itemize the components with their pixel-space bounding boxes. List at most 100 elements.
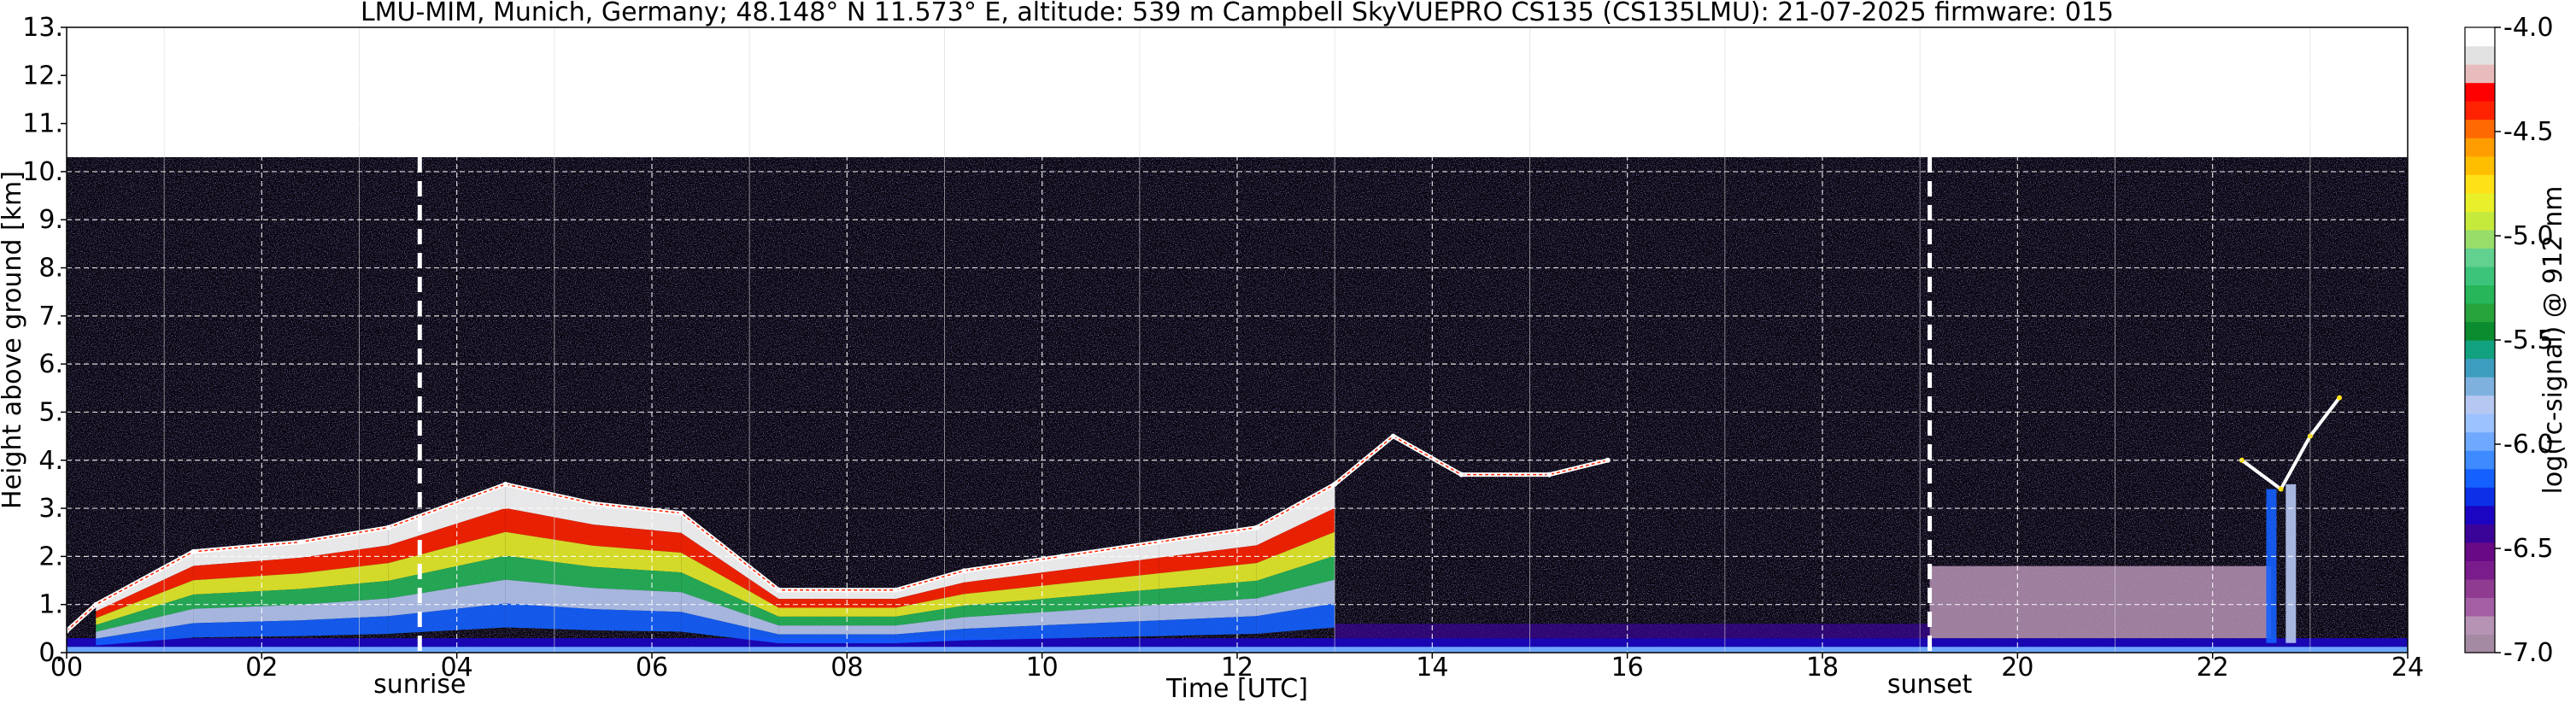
cloud-column — [964, 556, 1062, 583]
cloud-column — [778, 616, 896, 626]
cloud-column — [778, 599, 896, 608]
cloud-column — [193, 620, 301, 638]
colorbar-segment — [2465, 377, 2495, 396]
cloud-column — [1159, 527, 1257, 558]
cloud-column — [96, 608, 194, 639]
y-tick-label: 2. — [38, 542, 63, 571]
colorbar-segment — [2465, 192, 2495, 212]
colorbar-segment — [2465, 27, 2495, 47]
cloud-base-point — [502, 481, 508, 487]
cloud-column — [505, 555, 594, 589]
cloud-column — [96, 565, 194, 618]
y-tick-label: 4. — [38, 446, 63, 476]
cloud-column — [1256, 579, 1335, 617]
cloud-base-point — [678, 510, 684, 516]
colorbar-tick-label: -4.0 — [2503, 13, 2554, 43]
cloud-column — [895, 582, 965, 608]
cloud-base-point — [1546, 472, 1552, 478]
cloud-column — [193, 589, 301, 609]
cloud-column — [1159, 563, 1257, 589]
colorbar-segment — [2465, 505, 2495, 524]
cloud-column — [778, 625, 896, 635]
cloud-column — [301, 616, 389, 636]
colorbar-segment — [2465, 64, 2495, 84]
cloud-column — [193, 573, 301, 595]
cloud-column — [593, 588, 682, 612]
cloud-column — [1159, 545, 1257, 574]
colorbar-segment — [2465, 615, 2495, 636]
cloud-column — [1256, 507, 1335, 564]
annotation-lines — [417, 157, 1933, 653]
x-tick-label: 06 — [636, 653, 668, 683]
cloud-base-point — [1253, 524, 1259, 530]
cloud-column — [895, 617, 965, 635]
y-tick-label: 7. — [38, 302, 63, 331]
cloud-column — [964, 583, 1062, 606]
colorbar-segment — [2465, 82, 2495, 102]
y-tick-label: 8. — [38, 254, 63, 284]
cloud-column — [593, 566, 682, 593]
cloud-column — [301, 580, 389, 605]
late-cloud-line — [2240, 396, 2341, 492]
colorbar-segment — [2465, 302, 2495, 323]
cloud-column — [681, 572, 779, 626]
signal-features — [67, 395, 2408, 653]
x-tick-label: 10 — [1026, 653, 1059, 683]
x-tick-label: 02 — [245, 653, 278, 683]
y-tick-label: 3. — [38, 494, 63, 524]
cloud-column — [964, 624, 1062, 641]
colorbar-segment — [2465, 431, 2495, 451]
cloud-column — [1061, 573, 1159, 598]
cloud-column — [895, 594, 965, 617]
y-tick-label: 11. — [22, 109, 63, 139]
colorbar-segment — [2465, 138, 2495, 157]
y-tick-label: 5. — [38, 397, 63, 427]
cloud-column — [1061, 589, 1159, 612]
cloud-base-point — [590, 501, 596, 507]
cloud-column — [964, 597, 1062, 618]
cloud-column — [193, 557, 301, 581]
cloud-base-point — [776, 587, 782, 593]
x-tick-label: 00 — [50, 653, 83, 683]
cloud-column — [593, 545, 682, 573]
cloud-column — [681, 612, 779, 644]
cloud-base-point — [298, 539, 303, 545]
y-tick-label: 6. — [38, 349, 63, 379]
cloud-column — [96, 580, 194, 625]
cloud-base-point — [1156, 539, 1162, 545]
annotation-labels: sunrise sunset — [373, 670, 1972, 700]
colorbar-segment — [2465, 211, 2495, 231]
cloud-column — [1256, 483, 1335, 546]
colorbar-ticks: -4.0 -4.5 -5.0 -5.5 -6.0 -6.5 -7.0 — [2495, 13, 2554, 668]
cloud-column — [895, 629, 965, 644]
colorbar-segment — [2465, 321, 2495, 341]
cloud-column — [964, 611, 1062, 630]
cloud-column — [1256, 531, 1335, 581]
y-tick-label: 1. — [38, 590, 63, 620]
colorbar-segment — [2465, 413, 2495, 433]
x-tick-label: 20 — [2001, 653, 2033, 683]
late-cloud-point — [2337, 395, 2343, 401]
x-tick-label: 14 — [1416, 653, 1448, 683]
cloud-column — [301, 563, 389, 589]
y-tick-label: 9. — [38, 205, 63, 235]
colorbar-segment — [2465, 450, 2495, 470]
colorbar-segment — [2465, 358, 2495, 378]
cloud-column — [778, 589, 896, 600]
colorbar-segment — [2465, 248, 2495, 267]
colorbar-segment — [2465, 542, 2495, 561]
y-tick-label: 12. — [22, 61, 63, 91]
cloud-column — [505, 603, 594, 630]
colorbar-segment — [2465, 468, 2495, 488]
late-cloud-column — [2286, 483, 2297, 643]
annotation-label-sunrise: sunrise — [373, 670, 466, 700]
colorbar-segment — [2465, 101, 2495, 120]
cloud-column — [593, 524, 682, 553]
cloud-column — [505, 579, 594, 610]
cloud-base-point — [1390, 433, 1396, 439]
surface-layer-strong — [67, 647, 2408, 653]
cloud-base-point — [961, 568, 967, 574]
late-cloud-column — [2266, 489, 2277, 643]
colorbar-segment — [2465, 524, 2495, 543]
x-axis-label: Time [UTC] — [1165, 674, 1308, 704]
